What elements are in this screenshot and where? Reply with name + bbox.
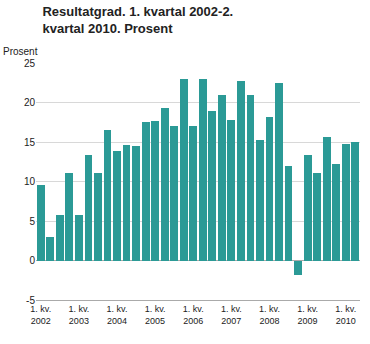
svg-text:1. kv.2003: 1. kv.2003 [68, 304, 89, 326]
svg-text:-5: -5 [26, 295, 35, 306]
svg-text:1. kv.2002: 1. kv.2002 [30, 304, 51, 326]
svg-text:25: 25 [24, 58, 36, 69]
svg-text:1. kv.2005: 1. kv.2005 [145, 304, 166, 326]
svg-text:5: 5 [29, 216, 35, 227]
svg-text:1. kv.2007: 1. kv.2007 [221, 304, 242, 326]
svg-text:1. kv.2008: 1. kv.2008 [259, 304, 280, 326]
svg-text:1. kv.2004: 1. kv.2004 [107, 304, 128, 326]
svg-text:20: 20 [24, 97, 36, 108]
svg-text:1. kv.2006: 1. kv.2006 [183, 304, 204, 326]
svg-text:15: 15 [24, 137, 36, 148]
svg-text:Prosent: Prosent [3, 46, 38, 57]
svg-text:0: 0 [29, 255, 35, 266]
svg-text:10: 10 [24, 176, 36, 187]
svg-text:Resultatgrad. 1. kvartal 2002-: Resultatgrad. 1. kvartal 2002-2.kvartal … [42, 4, 233, 36]
svg-text:1. kv.2009: 1. kv.2009 [297, 304, 318, 326]
svg-text:1. kv.2010: 1. kv.2010 [335, 304, 356, 326]
